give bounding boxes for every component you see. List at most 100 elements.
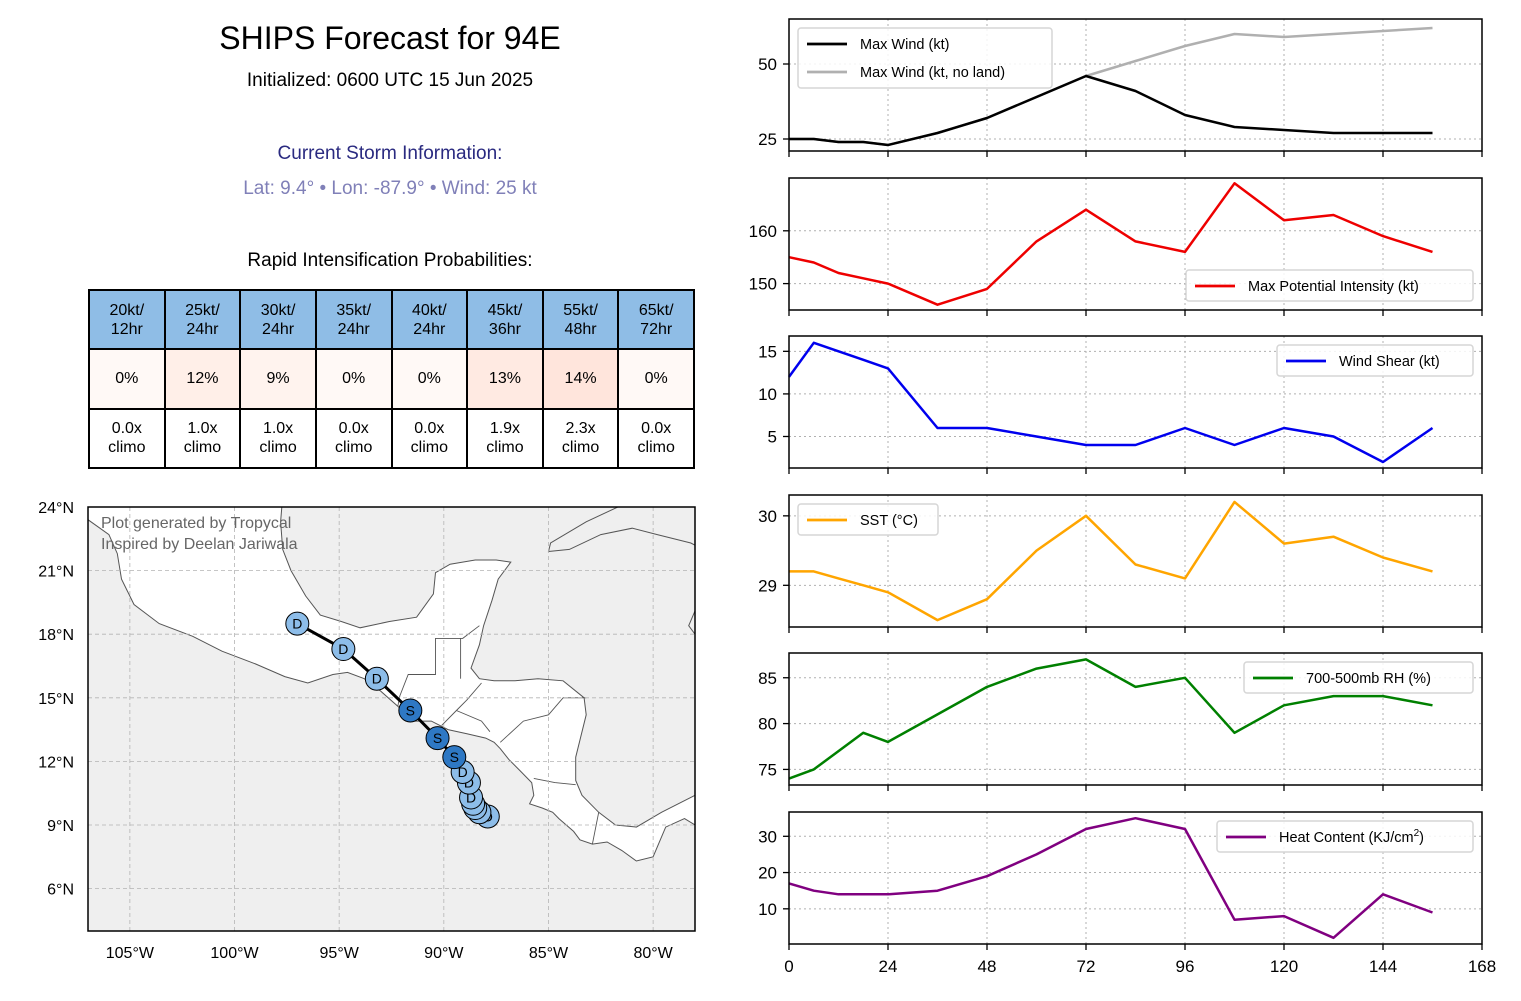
ri-climo-text: climo	[486, 439, 524, 457]
track-point-label: D	[458, 764, 468, 780]
series-line	[789, 74, 1433, 147]
legend-label: Max Wind (kt)	[860, 37, 949, 53]
legend-box	[1216, 820, 1474, 853]
border-nicaragua	[533, 777, 576, 786]
ri-probability-row: 0% 12% 9% 0% 0% 13% 14% 0%	[88, 348, 695, 410]
ri-climo-text: 0.0x	[338, 420, 369, 438]
legend-box	[1276, 344, 1474, 377]
map-lat-tick-label: 18°N	[38, 627, 74, 644]
track-point-label: D	[466, 789, 476, 805]
map-lon-tick-label: 105°W	[106, 945, 155, 962]
ri-climo-text: 1.9x	[489, 420, 521, 438]
legend-label-end: )	[1419, 830, 1424, 846]
ri-header-text: 24hr	[186, 320, 219, 338]
map-lat-tick-label: 15°N	[38, 691, 74, 708]
series-line	[789, 500, 1433, 622]
series-line	[788, 816, 1433, 940]
page-title: SHIPS Forecast for 94E	[219, 20, 561, 56]
y-tick-label: 25	[758, 130, 777, 149]
ri-header-text: 25kt/	[185, 301, 220, 319]
ri-climo-cell: 0.0x climo	[88, 407, 166, 470]
map-credit: Plot generated by Tropycal	[101, 515, 291, 532]
ri-header-cell: 65kt/72hr	[617, 288, 695, 351]
ri-header-row: 20kt/12hr 25kt/24hr 30kt/24hr 35kt/24hr 40kt…	[88, 288, 695, 351]
x-tick-label: 144	[1369, 957, 1397, 976]
border-costarica	[591, 812, 600, 845]
chart-panel: 29 30 SST (°C)	[758, 494, 1483, 633]
track-point-label: D	[292, 616, 302, 632]
ri-climo-text: climo	[335, 439, 373, 457]
storm-info: Lat: 9.4° • Lon: -87.9° • Wind: 25 kt	[243, 178, 537, 199]
ri-climo-cell: 0.0x climo	[390, 407, 469, 470]
ri-header-text: 72hr	[640, 320, 673, 338]
ri-header-cell: 35kt/24hr	[314, 288, 393, 351]
ri-header-text: 48hr	[564, 320, 597, 338]
legend-label: Wind Shear (kt)	[1339, 354, 1440, 370]
ri-climo-cell: 0.0x climo	[617, 407, 695, 470]
x-tick-label: 168	[1468, 957, 1496, 976]
series-line	[788, 658, 1433, 780]
y-tick-label: 50	[758, 55, 777, 74]
map-lat-tick-label: 9°N	[47, 818, 74, 835]
ri-header-text: 12hr	[110, 320, 143, 338]
map-lon-tick-label: 85°W	[529, 945, 569, 962]
border-mexico	[397, 625, 480, 707]
y-tick-label: 160	[749, 222, 777, 241]
ri-probability-cell: 0%	[390, 348, 469, 410]
ri-climo-text: 1.0x	[187, 420, 218, 438]
ri-header-text: 35kt/	[336, 301, 372, 319]
ri-probability-cell: 12%	[163, 348, 242, 410]
ri-climo-row: 0.0x climo 1.0x climo 1.0x climo 0.0x climo 0.0x…	[88, 407, 695, 470]
map-lon-tick-label: 95°W	[320, 945, 360, 962]
y-tick-label: 10	[758, 900, 777, 919]
map-frame	[87, 506, 696, 932]
chart-panel: 10 20 30 0 24 48 72 96 120 144 168 Heat Content (KJ…	[758, 811, 1496, 976]
map-lat-tick-label: 24°N	[38, 500, 74, 517]
map-lat-tick-label: 21°N	[38, 564, 74, 581]
track-point	[331, 637, 356, 662]
ri-header-cell: 40kt/24hr	[390, 288, 469, 351]
x-tick-label: 96	[1176, 957, 1195, 976]
ri-climo-cell: 0.0x climo	[314, 407, 393, 470]
map-lat-tick-label: 6°N	[47, 882, 74, 899]
series-line	[788, 182, 1433, 306]
chart-frame	[788, 177, 1483, 311]
y-tick-label: 85	[758, 669, 777, 688]
legend-box	[797, 27, 1053, 89]
x-tick-label: 120	[1270, 957, 1298, 976]
legend-label-sup: 2	[1414, 828, 1420, 839]
track-point-label: D	[372, 671, 382, 687]
border-guatemala	[441, 682, 482, 726]
track-point	[425, 726, 450, 751]
ri-climo-text: climo	[637, 439, 675, 457]
track-point	[285, 611, 310, 636]
map-credit: Inspired by Deelan Jariwala	[101, 536, 298, 553]
track-point-label: D	[338, 641, 348, 657]
ri-climo-text: 1.0x	[262, 420, 294, 438]
y-tick-label: 10	[758, 385, 777, 404]
ri-climo-text: climo	[410, 439, 448, 457]
ri-header-text: 24hr	[337, 320, 370, 338]
ri-header-cell: 25kt/24hr	[163, 288, 242, 351]
ri-probability-cell: 9%	[239, 348, 317, 410]
y-tick-label: 20	[758, 864, 777, 883]
legend-label: 700-500mb RH (%)	[1306, 671, 1431, 687]
chart-frame	[788, 494, 1483, 628]
ri-climo-text: climo	[561, 439, 600, 457]
ri-header-cell: 45kt/36hr	[466, 288, 544, 351]
ri-table: 20kt/12hr 25kt/24hr 30kt/24hr 35kt/24hr 40kt…	[88, 288, 695, 470]
ri-climo-cell: 1.0x climo	[163, 407, 242, 470]
legend-label: Heat Content (KJ/cm2)	[1279, 828, 1424, 846]
y-tick-label: 80	[758, 715, 777, 734]
border-honduras	[499, 697, 587, 743]
chart-frame	[788, 652, 1483, 786]
ri-header-text: 36hr	[488, 320, 521, 338]
ri-header-cell: 20kt/12hr	[88, 288, 166, 351]
ri-climo-cell: 1.9x climo	[466, 407, 544, 470]
y-tick-label: 29	[758, 576, 777, 595]
map-inner: DDDDDDDSSSDDDPlot generated by TropycalI…	[88, 507, 695, 931]
x-tick-label: 48	[978, 957, 997, 976]
ri-climo-cell: 2.3x climo	[541, 407, 620, 470]
legend-label: Max Wind (kt, no land)	[860, 65, 1005, 81]
y-tick-label: 30	[758, 827, 777, 846]
